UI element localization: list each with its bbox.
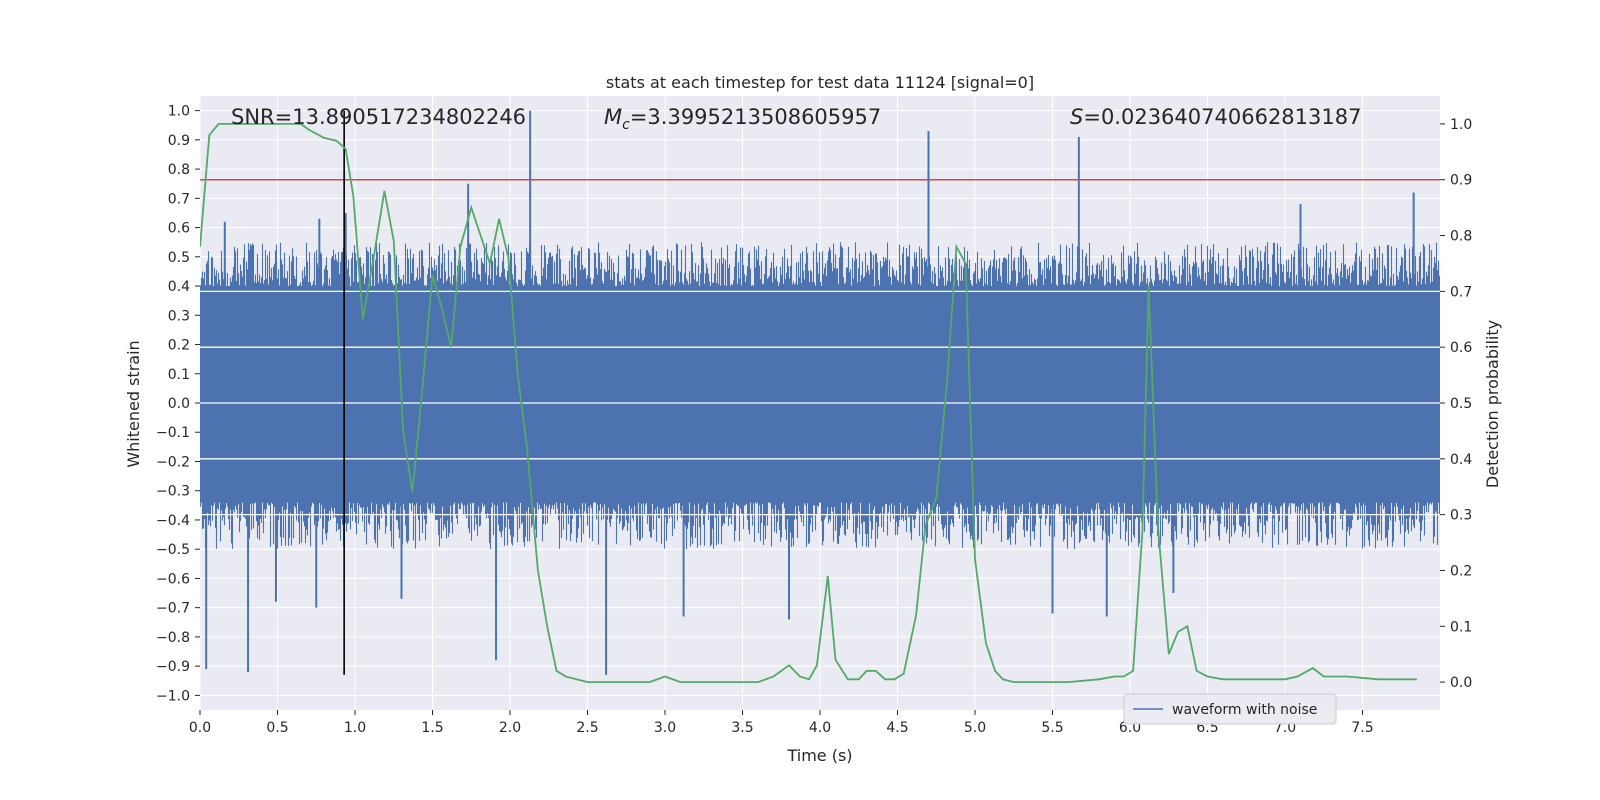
y2-tick-label: 0.1 bbox=[1450, 619, 1472, 635]
y-tick-label: 0.5 bbox=[168, 250, 190, 266]
x-tick-label: 0.0 bbox=[189, 720, 211, 736]
y-tick-label: 0.6 bbox=[168, 221, 190, 237]
x-tick-label: 1.5 bbox=[421, 720, 443, 736]
probability-line bbox=[200, 123, 1417, 683]
y-tick-label: −0.6 bbox=[156, 571, 190, 587]
y-tick-label: 0.7 bbox=[168, 191, 190, 207]
y-tick-label: 0.0 bbox=[168, 396, 190, 412]
legend-label-waveform: waveform with noise bbox=[1172, 702, 1317, 718]
y-tick-label: −1.0 bbox=[156, 688, 190, 704]
x-tick-label: 4.0 bbox=[809, 720, 831, 736]
y-tick-label: −0.4 bbox=[156, 513, 190, 529]
y2-axis-label: Detection probability bbox=[1483, 320, 1502, 488]
waveform-trace bbox=[200, 242, 1440, 550]
x-tick-label: 3.0 bbox=[654, 720, 676, 736]
x-tick-label: 2.5 bbox=[576, 720, 598, 736]
y2-tick-label: 0.9 bbox=[1450, 173, 1472, 189]
y-tick-label: 1.0 bbox=[168, 104, 190, 120]
y-tick-label: −0.8 bbox=[156, 630, 190, 646]
y-tick-label: 0.8 bbox=[168, 162, 190, 178]
x-tick-label: 4.5 bbox=[886, 720, 908, 736]
x-tick-label: 5.0 bbox=[964, 720, 986, 736]
y-tick-label: 0.1 bbox=[168, 367, 190, 383]
legend: waveform with noise bbox=[1123, 693, 1337, 725]
s-annotation: S=0.023640740662813187 bbox=[1070, 105, 1361, 129]
x-tick-label: 7.5 bbox=[1351, 720, 1373, 736]
y-tick-label: −0.7 bbox=[156, 601, 190, 617]
y-tick-label: −0.5 bbox=[156, 542, 190, 558]
y-tick-label: 0.4 bbox=[168, 279, 190, 295]
chart-title: stats at each timestep for test data 111… bbox=[606, 73, 1034, 92]
x-tick-label: 5.5 bbox=[1041, 720, 1063, 736]
y2-tick-label: 0.4 bbox=[1450, 452, 1472, 468]
x-axis-ticks: 0.0 0.5 1.0 1.5 2.0 2.5 3.0 3.5 4.0 4.5 5.0 5.5 6.0 6… bbox=[189, 710, 1374, 736]
y-tick-label: −0.2 bbox=[156, 454, 190, 470]
y2-tick-label: 0.0 bbox=[1450, 675, 1472, 691]
s-symbol: S bbox=[1070, 105, 1083, 129]
x-tick-label: 2.0 bbox=[499, 720, 521, 736]
x-tick-label: 3.5 bbox=[731, 720, 753, 736]
y2-tick-label: 0.2 bbox=[1450, 563, 1472, 579]
y2-tick-label: 1.0 bbox=[1450, 117, 1472, 133]
legend-box bbox=[1123, 693, 1337, 725]
y-tick-label: 0.3 bbox=[168, 308, 190, 324]
y2-tick-label: 0.3 bbox=[1450, 508, 1472, 524]
y-axis-ticks: −1.0 −0.9 −0.8 −0.7 −0.6 −0.5 −0.4 −0.3 −0.2 −0.1… bbox=[156, 104, 200, 704]
mc-symbol: M bbox=[604, 105, 622, 129]
chirp-mass-annotation: Mc=3.3995213508605957 bbox=[604, 105, 881, 133]
y-tick-label: 0.2 bbox=[168, 338, 190, 354]
y2-tick-label: 0.5 bbox=[1450, 396, 1472, 412]
y-tick-label: −0.3 bbox=[156, 484, 190, 500]
x-axis-label: Time (s) bbox=[786, 746, 852, 765]
y-tick-label: 0.9 bbox=[168, 133, 190, 149]
y-axis-label: Whitened strain bbox=[124, 340, 143, 467]
mc-subscript: c bbox=[622, 117, 630, 133]
y-tick-label: −0.1 bbox=[156, 425, 190, 441]
y2-tick-label: 0.7 bbox=[1450, 284, 1472, 300]
snr-annotation: SNR=13.890517234802246 bbox=[231, 105, 526, 129]
y2-axis-ticks: 0.0 0.1 0.2 0.3 0.4 0.5 0.6 0.7 0.8 0.9 1.0 bbox=[1440, 117, 1472, 691]
y2-tick-label: 0.6 bbox=[1450, 340, 1472, 356]
s-value: =0.023640740662813187 bbox=[1083, 105, 1361, 129]
x-tick-label: 1.0 bbox=[344, 720, 366, 736]
overlay bbox=[200, 110, 1440, 683]
waveform-series bbox=[200, 110, 1440, 675]
mc-value: =3.3995213508605957 bbox=[630, 105, 881, 129]
y2-tick-label: 0.8 bbox=[1450, 229, 1472, 245]
y-tick-label: −0.9 bbox=[156, 659, 190, 675]
x-tick-label: 0.5 bbox=[266, 720, 288, 736]
